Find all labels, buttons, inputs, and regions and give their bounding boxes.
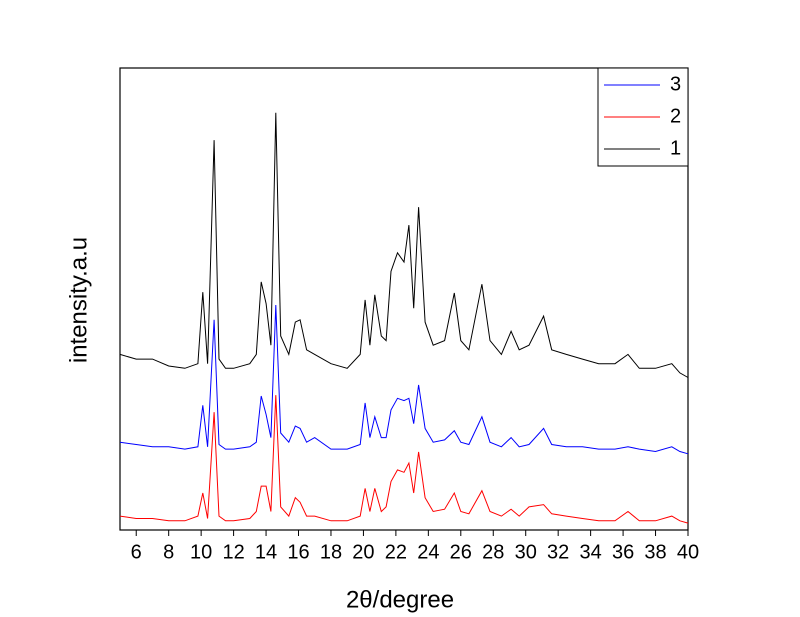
- x-tick-label: 36: [612, 541, 634, 563]
- series-line: [119, 395, 689, 524]
- x-tick-label: 6: [131, 541, 142, 563]
- x-tick-label: 24: [417, 541, 439, 563]
- x-axis-title: 2θ/degree: [346, 586, 454, 613]
- x-tick-label: 40: [677, 541, 699, 563]
- legend-label: 2: [670, 105, 681, 127]
- x-tick-label: 38: [644, 541, 666, 563]
- x-tick-label: 18: [320, 541, 342, 563]
- x-tick-label: 26: [450, 541, 472, 563]
- x-tick-label: 12: [222, 541, 244, 563]
- series-line: [119, 112, 689, 378]
- x-tick-label: 20: [352, 541, 374, 563]
- x-tick-label: 16: [287, 541, 309, 563]
- x-tick-label: 32: [547, 541, 569, 563]
- plot-frame: [119, 67, 689, 531]
- x-tick-label: 28: [482, 541, 504, 563]
- x-tick-label: 8: [163, 541, 174, 563]
- series-line: [119, 304, 689, 455]
- x-tick-label: 34: [580, 541, 602, 563]
- x-tick-label: 22: [385, 541, 407, 563]
- x-tick-label: 10: [190, 541, 212, 563]
- x-tick-label: 14: [255, 541, 277, 563]
- y-axis-title: intensity.a.u: [65, 237, 92, 363]
- legend-label: 3: [670, 73, 681, 95]
- x-tick-label: 30: [515, 541, 537, 563]
- legend-label: 1: [670, 137, 681, 159]
